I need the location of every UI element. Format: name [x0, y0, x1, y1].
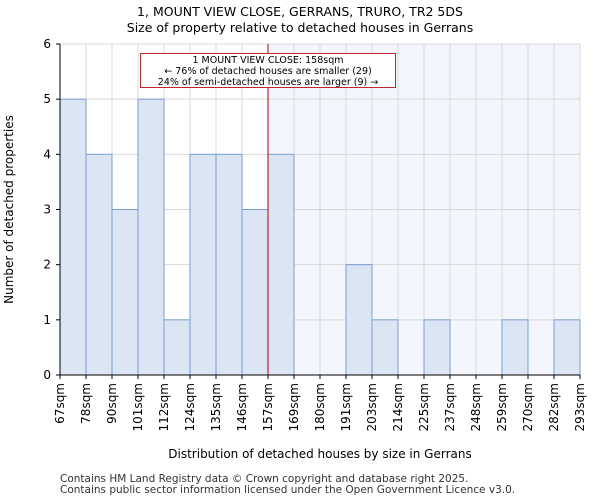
- annotation-line-1: 1 MOUNT VIEW CLOSE: 158sqm: [192, 55, 344, 66]
- y-tick-label: 1: [43, 313, 51, 327]
- histogram-bar: [189, 153, 217, 376]
- chart-title-line1: 1, MOUNT VIEW CLOSE, GERRANS, TRURO, TR2…: [137, 4, 463, 19]
- histogram-bar: [241, 209, 269, 376]
- histogram-bar: [163, 319, 191, 376]
- x-axis-label: Distribution of detached houses by size …: [168, 447, 471, 461]
- y-tick-label: 2: [43, 258, 51, 272]
- x-tick-label: 237sqm: [443, 383, 457, 431]
- y-tick-label: 3: [43, 203, 51, 217]
- histogram-bar: [371, 319, 399, 376]
- x-tick-label: 169sqm: [287, 383, 301, 431]
- histogram-bar: [59, 98, 87, 376]
- annotation-line-3: 24% of semi-detached houses are larger (…: [157, 77, 379, 88]
- x-tick-label: 282sqm: [547, 383, 561, 431]
- x-tick-label: 259sqm: [495, 383, 509, 431]
- x-tick-label: 293sqm: [573, 383, 587, 431]
- y-tick-label: 5: [43, 92, 51, 106]
- x-tick-label: 225sqm: [417, 383, 431, 431]
- y-tick-label: 6: [43, 37, 51, 51]
- y-tick-label: 4: [43, 147, 51, 161]
- x-tick-label: 135sqm: [209, 383, 223, 431]
- footer-line-2: Contains public sector information licen…: [60, 484, 516, 496]
- x-tick-label: 146sqm: [235, 383, 249, 431]
- y-tick-label: 0: [43, 368, 51, 382]
- x-tick-label: 203sqm: [365, 383, 379, 431]
- x-tick-label: 157sqm: [261, 383, 275, 431]
- histogram-bar: [85, 153, 113, 376]
- chart-title-line2: Size of property relative to detached ho…: [126, 20, 474, 35]
- x-tick-label: 270sqm: [521, 383, 535, 431]
- x-tick-label: 78sqm: [79, 383, 93, 424]
- x-tick-label: 124sqm: [183, 383, 197, 431]
- x-tick-label: 67sqm: [53, 383, 67, 424]
- x-tick-label: 101sqm: [131, 383, 145, 431]
- histogram-bar: [111, 209, 139, 376]
- histogram-bar: [553, 319, 581, 376]
- x-tick-label: 90sqm: [105, 383, 119, 424]
- footer-line-1: Contains HM Land Registry data © Crown c…: [60, 473, 469, 485]
- x-tick-label: 248sqm: [469, 383, 483, 431]
- histogram-bar: [215, 153, 243, 376]
- histogram-bar: [267, 153, 295, 376]
- x-tick-label: 112sqm: [157, 383, 171, 431]
- y-axis-label: Number of detached properties: [2, 115, 16, 304]
- histogram-bar: [501, 319, 529, 376]
- x-tick-label: 214sqm: [391, 383, 405, 431]
- x-tick-label: 180sqm: [313, 383, 327, 431]
- x-tick-label: 191sqm: [339, 383, 353, 431]
- histogram-bar: [137, 98, 165, 376]
- property-annotation-box: 1 MOUNT VIEW CLOSE: 158sqm ← 76% of deta…: [140, 53, 396, 88]
- annotation-line-2: ← 76% of detached houses are smaller (29…: [164, 66, 372, 77]
- histogram-bar: [423, 319, 451, 376]
- histogram-bar: [345, 264, 373, 376]
